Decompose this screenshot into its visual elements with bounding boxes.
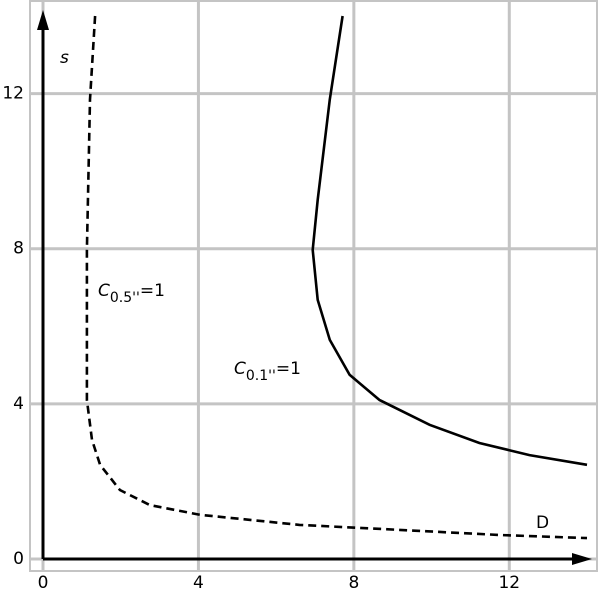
x-axis-label: D [536,513,549,533]
annotation: C0.5''=1 [98,281,165,306]
y-arrow [37,10,49,30]
x-tick-label: 0 [38,573,49,593]
annotation-rest: =1 [276,359,301,379]
y-tick-label: 0 [13,549,24,569]
y-tick-label: 4 [13,394,24,414]
x-arrow [572,553,592,565]
annotation-base: C [98,281,110,301]
plot-frame [29,0,598,572]
y-tick-label: 8 [13,239,24,259]
annotation-rest: =1 [140,281,165,301]
lines [85,15,588,540]
x-tick-label: 8 [348,573,359,593]
axes [37,10,592,565]
x-tick-label: 12 [498,573,520,593]
annotation-sub: 0.5'' [110,290,140,306]
y-tick-label: 12 [2,84,24,104]
annotation-base: C [234,359,246,379]
curve [311,15,588,467]
annotation: C0.1''=1 [234,359,301,384]
curve [85,15,588,540]
x-tick-label: 4 [193,573,204,593]
y-axis-label: s [60,48,69,68]
annotation-sub: 0.1'' [246,368,276,384]
